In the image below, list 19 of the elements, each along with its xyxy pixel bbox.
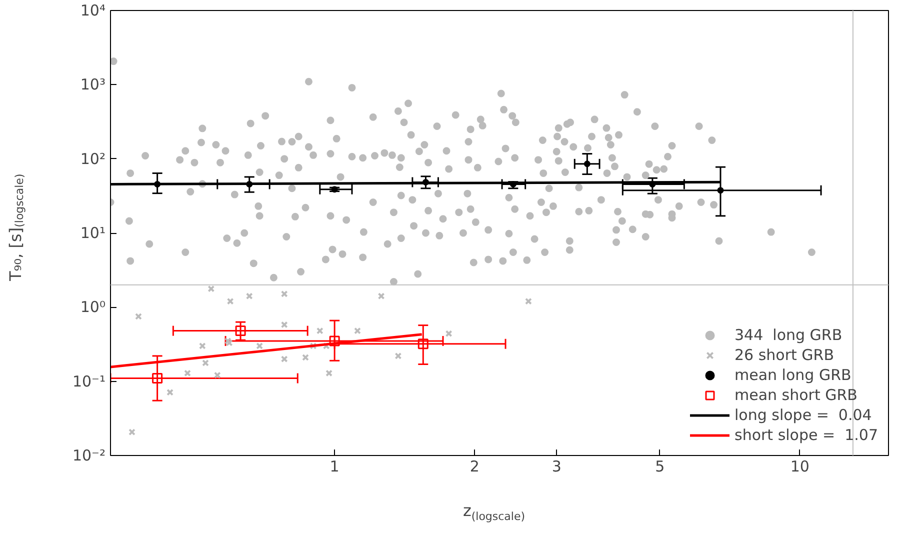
- x-tick-label: 1: [330, 458, 340, 476]
- y-tick-label: 10⁴: [80, 2, 106, 20]
- y-tick-label: 10³: [80, 76, 106, 94]
- x-tick-label: 5: [655, 458, 665, 476]
- y-tick-label: 10⁻²: [72, 446, 106, 464]
- x-tick-label: 10: [790, 458, 810, 476]
- legend-label: short slope = 1.07: [734, 426, 878, 444]
- x-axis-title: z$_{(logscale)}$: [462, 500, 526, 525]
- y-tick-label: 10²: [80, 150, 106, 168]
- legend-label: long slope = 0.04: [734, 406, 872, 424]
- legend-label: 26 short GRB: [734, 346, 834, 364]
- x-tick-label: 3: [552, 458, 562, 476]
- y-tick-label: 10⁻¹: [72, 372, 106, 390]
- y-tick-label: 10¹: [80, 224, 106, 242]
- legend-label: 344 long GRB: [734, 326, 842, 344]
- legend-label: mean short GRB: [734, 386, 858, 404]
- x-tick-label: 2: [470, 458, 480, 476]
- legend-label: mean long GRB: [734, 366, 852, 384]
- y-tick-label: 10⁰: [80, 298, 106, 316]
